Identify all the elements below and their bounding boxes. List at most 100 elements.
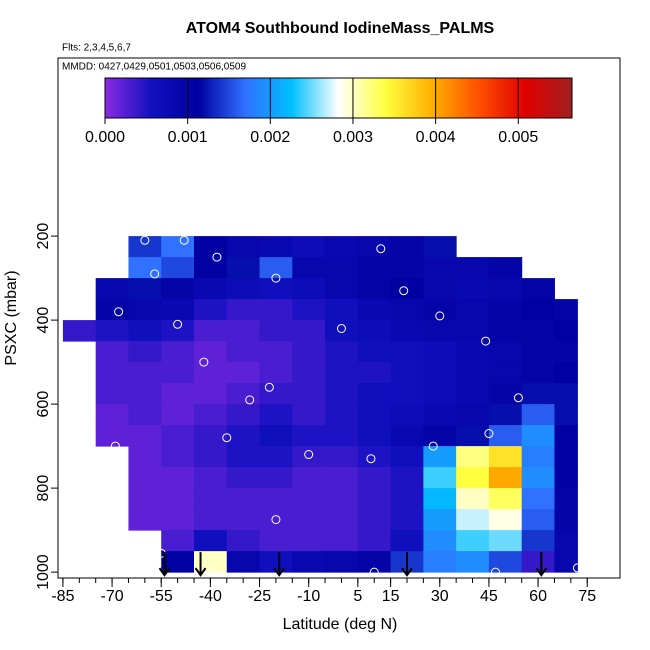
heatmap-cell (325, 530, 359, 552)
heatmap-cell (193, 404, 228, 426)
heatmap-cell (161, 383, 195, 405)
heatmap-cell (161, 509, 195, 531)
heatmap-cell (292, 362, 326, 384)
heatmap-cell (423, 551, 457, 573)
heatmap-cell (521, 425, 555, 447)
x-tick-label: -55 (150, 588, 173, 605)
sample-point (140, 235, 150, 245)
heatmap-cell (488, 383, 523, 405)
heatmap-cell (390, 299, 424, 321)
plot-frame (57, 57, 621, 579)
heatmap-cell (357, 404, 392, 426)
heatmap-cell (390, 530, 424, 552)
heatmap-cell (193, 362, 228, 384)
heatmap-cell (521, 299, 555, 321)
heatmap-cell (521, 320, 555, 342)
heatmap-cell (390, 446, 424, 468)
heatmap-cell (325, 362, 359, 384)
flight-arrow (158, 552, 171, 577)
heatmap-cell (193, 341, 228, 363)
heatmap-cell (423, 257, 457, 279)
heatmap-cell (456, 530, 490, 552)
y-tick-label: 200 (35, 223, 52, 250)
heatmap-cell (226, 530, 261, 552)
y-tick-label: 400 (35, 307, 52, 334)
x-tick-label: 60 (529, 588, 547, 605)
heatmap-cell (193, 467, 228, 489)
heatmap-cell (226, 236, 261, 258)
heatmap-cell (423, 404, 457, 426)
heatmap-cell (128, 278, 162, 300)
heatmap-cell (259, 278, 293, 300)
x-tick-label: -85 (51, 588, 74, 605)
heatmap-cell (488, 467, 523, 489)
heatmap-cell (456, 383, 490, 405)
heatmap-cell (325, 236, 359, 258)
sample-point (376, 244, 386, 254)
heatmap-cell (292, 383, 326, 405)
heatmap-cell (423, 362, 457, 384)
x-axis-label: Latitude (deg N) (283, 616, 398, 633)
sample-point (74, 374, 84, 384)
heatmap-cell (456, 320, 490, 342)
sample-point (366, 454, 376, 464)
heatmap-cell (193, 236, 228, 258)
heatmap-cell (259, 530, 293, 552)
sample-point (179, 235, 189, 245)
heatmap-cell (390, 320, 424, 342)
x-tick-label: -40 (199, 588, 222, 605)
heatmap-cell (259, 467, 293, 489)
heatmap-cell (325, 320, 359, 342)
heatmap-cell (554, 488, 578, 510)
heatmap-cell (259, 509, 293, 531)
y-tick-label: 800 (35, 475, 52, 502)
y-tick-label: 600 (35, 391, 52, 418)
heatmap-cell (226, 320, 261, 342)
heatmap-cell (292, 257, 326, 279)
colorbar (104, 77, 573, 119)
heatmap-cell (554, 362, 578, 384)
heatmap-cell (259, 488, 293, 510)
sample-point (245, 395, 255, 405)
x-tick-label: 75 (578, 588, 596, 605)
heatmap-cell (554, 530, 578, 552)
heatmap-cell (554, 446, 578, 468)
heatmap-cell (193, 425, 228, 447)
heatmap-cell (292, 530, 326, 552)
heatmap-cell (226, 551, 261, 573)
annotation: MMDD: 0427,0429,0501,0503,0506,0509 (62, 62, 246, 73)
heatmap-cell (259, 383, 293, 405)
arrow-head (273, 567, 286, 577)
heatmap-cell (325, 467, 359, 489)
heatmap-cell (521, 551, 555, 573)
heatmap-cell (95, 362, 129, 384)
heatmap-cell (488, 551, 523, 573)
heatmap-cell (193, 278, 228, 300)
heatmap-cell (357, 299, 392, 321)
heatmap-cell (325, 488, 359, 510)
colorbar-tick-label: 0.000 (85, 129, 125, 146)
heatmap-cell (161, 278, 195, 300)
heatmap-cell (161, 236, 195, 258)
colorbar-tick-label: 0.001 (168, 129, 208, 146)
heatmap-cell (488, 425, 523, 447)
heatmap-cell (325, 509, 359, 531)
sample-point (205, 567, 215, 577)
heatmap-cell (95, 425, 129, 447)
heatmap-cell (128, 467, 162, 489)
heatmap-cell (521, 530, 555, 552)
heatmap-cell (423, 341, 457, 363)
heatmap-cell (193, 488, 228, 510)
heatmap-cell (521, 446, 555, 468)
heatmap-cell (292, 341, 326, 363)
heatmap-cell (325, 551, 359, 573)
heatmap-cell (554, 551, 578, 573)
heatmap-cell (488, 530, 523, 552)
chart-title: ATOM4 Southbound IodineMass_PALMS (186, 20, 495, 37)
heatmap-cell (325, 404, 359, 426)
heatmap-cell (259, 404, 293, 426)
heatmap-cell (193, 509, 228, 531)
heatmap-cell (488, 404, 523, 426)
heatmap-cell (554, 404, 578, 426)
